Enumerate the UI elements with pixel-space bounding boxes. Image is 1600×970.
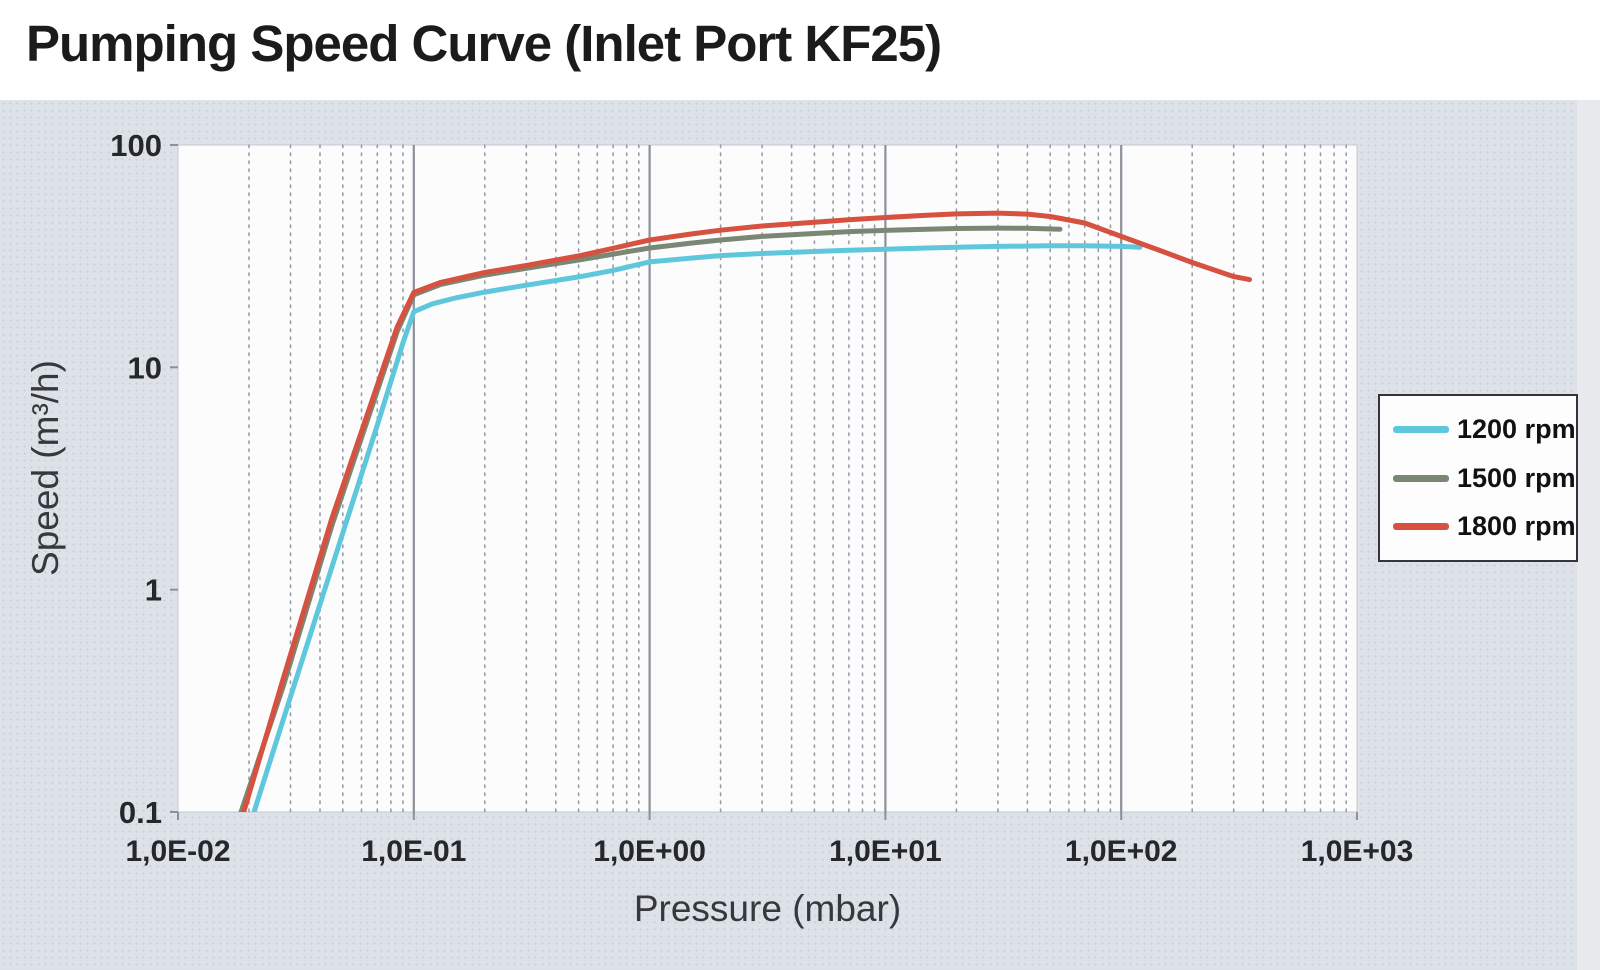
right-edge-strip: [1577, 100, 1600, 970]
y-tick-label: 100: [110, 128, 162, 163]
legend-item-1500-rpm: 1500 rpm: [1393, 463, 1576, 494]
legend-line-swatch: [1393, 523, 1449, 531]
legend-label: 1800 rpm: [1457, 511, 1576, 542]
x-tick-label: 1,0E+00: [593, 835, 706, 868]
y-axis-title: Speed (m³/h): [25, 360, 66, 576]
y-tick-label: 0.1: [119, 795, 162, 830]
x-tick-label: 1,0E+03: [1301, 835, 1414, 868]
legend-label: 1200 rpm: [1457, 413, 1576, 444]
x-axis-title: Pressure (mbar): [633, 888, 902, 929]
legend-label: 1500 rpm: [1457, 462, 1576, 493]
legend-item-1200-rpm: 1200 rpm: [1393, 414, 1576, 445]
chart-title: Pumping Speed Curve (Inlet Port KF25): [26, 15, 942, 72]
plot-area: [177, 144, 1358, 813]
legend-item-1800-rpm: 1800 rpm: [1393, 511, 1576, 542]
legend: 1200 rpm 1500 rpm 1800 rpm: [1378, 394, 1578, 562]
x-tick-label: 1,0E-01: [361, 835, 466, 868]
legend-line-swatch: [1393, 474, 1449, 482]
x-tick-label: 1,0E-02: [125, 835, 230, 868]
legend-line-swatch: [1393, 425, 1449, 433]
y-tick-label: 1: [145, 573, 162, 608]
x-tick-label: 1,0E+01: [829, 835, 942, 868]
curve-1200-rpm: [251, 243, 1143, 812]
y-tick-label: 10: [128, 350, 162, 385]
x-tick-label: 1,0E+02: [1065, 835, 1178, 868]
curve-1800-rpm: [241, 210, 1252, 812]
